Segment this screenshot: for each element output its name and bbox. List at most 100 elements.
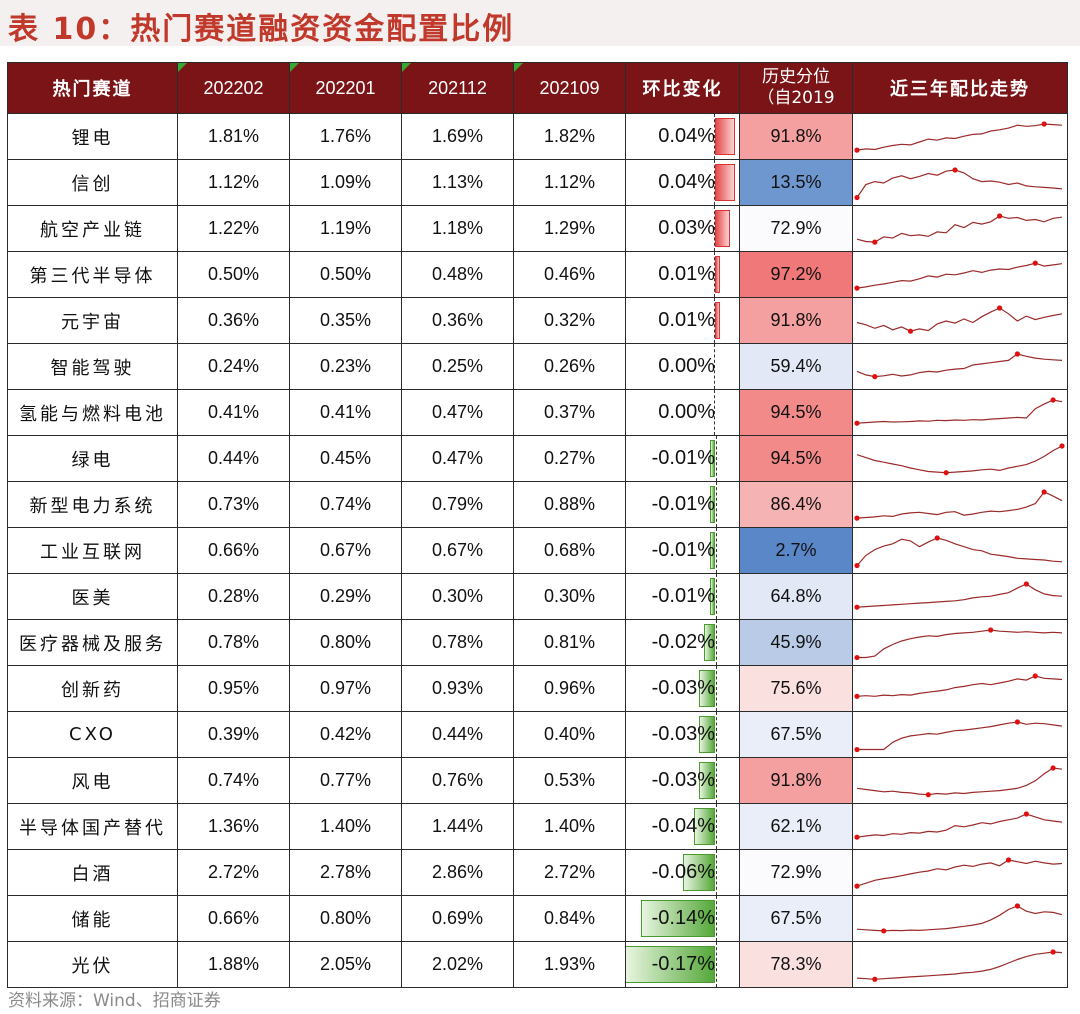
change-value: -0.17% <box>651 953 715 975</box>
table-row: 医美 0.28% 0.29% 0.30% 0.30% -0.01% 64.8% <box>7 573 1068 620</box>
row-name: 半导体国产替代 <box>7 803 178 850</box>
sparkline-svg <box>854 857 1063 889</box>
table-row: 储能 0.66% 0.80% 0.69% 0.84% -0.14% 67.5% <box>7 895 1068 942</box>
sparkline-min-marker <box>881 928 887 934</box>
row-name: 风电 <box>7 757 178 804</box>
change-cell: -0.17% <box>625 941 740 988</box>
table-row: 绿电 0.44% 0.45% 0.47% 0.27% -0.01% 94.5% <box>7 435 1068 482</box>
change-axis <box>716 942 717 987</box>
sparkline-max-marker <box>952 167 958 173</box>
sparkline-min-marker <box>943 470 949 476</box>
comment-marker <box>402 63 411 72</box>
allocation-table: 热门赛道 202202 202201 202112 202109 环比变化 历史… <box>7 62 1068 988</box>
row-name: 白酒 <box>7 849 178 896</box>
sparkline-min-marker <box>907 328 914 334</box>
sparkline-max-marker <box>1014 903 1021 909</box>
sparkline-min-marker <box>854 834 860 840</box>
trend-sparkline <box>852 619 1068 666</box>
value-202109: 0.27% <box>513 435 626 482</box>
sparkline-line <box>856 399 1063 424</box>
value-202201: 1.40% <box>289 803 402 850</box>
change-value: 0.00% <box>658 355 715 377</box>
trend-sparkline <box>852 113 1068 160</box>
value-202201: 0.23% <box>289 343 402 390</box>
change-value: -0.04% <box>651 815 715 837</box>
value-202112: 2.86% <box>401 849 514 896</box>
trend-sparkline <box>852 711 1068 758</box>
value-202202: 0.24% <box>177 343 290 390</box>
table-row: 半导体国产替代 1.36% 1.40% 1.44% 1.40% -0.04% 62.1% <box>7 803 1068 850</box>
table-row: 第三代半导体 0.50% 0.50% 0.48% 0.46% 0.01% 97.2% <box>7 251 1068 298</box>
sparkline-line <box>856 262 1063 289</box>
sparkline-svg <box>854 719 1063 753</box>
trend-sparkline <box>852 251 1068 298</box>
header-202202: 202202 <box>177 62 290 114</box>
change-axis <box>716 482 717 527</box>
row-name: 元宇宙 <box>7 297 178 344</box>
change-cell: 0.00% <box>625 343 740 390</box>
sparkline-max-marker <box>1050 765 1056 771</box>
table-row: 光伏 1.88% 2.05% 2.02% 1.93% -0.17% 78.3% <box>7 941 1068 988</box>
sparkline-svg <box>856 351 1063 380</box>
sparkline-max-marker <box>1023 581 1029 587</box>
sparkline-svg <box>856 443 1065 476</box>
value-202112: 1.13% <box>401 159 514 206</box>
change-bar-negative <box>699 670 715 707</box>
change-cell: 0.00% <box>625 389 740 436</box>
sparkline-svg <box>854 811 1063 840</box>
change-cell: -0.01% <box>625 481 740 528</box>
value-202109: 0.81% <box>513 619 626 666</box>
change-axis <box>716 528 717 573</box>
trend-sparkline <box>852 573 1068 620</box>
change-cell: -0.06% <box>625 849 740 896</box>
row-name: 智能驾驶 <box>7 343 178 390</box>
sparkline-line <box>856 307 1063 332</box>
trend-sparkline <box>852 665 1068 712</box>
value-202202: 0.74% <box>177 757 290 804</box>
value-202201: 0.80% <box>289 619 402 666</box>
trend-sparkline <box>852 343 1068 390</box>
value-202202: 0.66% <box>177 527 290 574</box>
row-name: 锂电 <box>7 113 178 160</box>
change-axis <box>716 850 717 895</box>
trend-sparkline <box>852 297 1068 344</box>
value-202202: 0.50% <box>177 251 290 298</box>
value-202112: 2.02% <box>401 941 514 988</box>
table-row: 元宇宙 0.36% 0.35% 0.36% 0.32% 0.01% 91.8% <box>7 297 1068 344</box>
history-percentile: 13.5% <box>739 159 853 206</box>
value-202202: 1.12% <box>177 159 290 206</box>
change-axis <box>714 344 715 389</box>
change-bar-negative <box>710 486 715 523</box>
sparkline-svg <box>856 949 1063 982</box>
table-row: CXO 0.39% 0.42% 0.44% 0.40% -0.03% 67.5% <box>7 711 1068 758</box>
trend-sparkline <box>852 435 1068 482</box>
sparkline-max-marker <box>1059 443 1065 449</box>
sparkline-max-marker <box>1014 351 1021 357</box>
sparkline-line <box>856 675 1063 697</box>
row-name: 医疗器械及服务 <box>7 619 178 666</box>
change-axis <box>714 206 715 251</box>
value-202201: 0.42% <box>289 711 402 758</box>
change-axis <box>716 804 717 849</box>
value-202112: 1.69% <box>401 113 514 160</box>
comment-marker <box>290 63 299 72</box>
value-202112: 0.93% <box>401 665 514 712</box>
change-axis <box>714 114 715 159</box>
value-202201: 2.78% <box>289 849 402 896</box>
sparkline-svg <box>854 121 1063 153</box>
value-202112: 0.76% <box>401 757 514 804</box>
sparkline-line <box>856 169 1063 198</box>
value-202112: 0.30% <box>401 573 514 620</box>
value-202112: 0.79% <box>401 481 514 528</box>
sparkline-line <box>856 123 1063 151</box>
value-202202: 0.36% <box>177 297 290 344</box>
sparkline-max-marker <box>1050 949 1056 955</box>
sparkline-max-marker <box>1041 489 1047 495</box>
value-202109: 1.40% <box>513 803 626 850</box>
row-name: 绿电 <box>7 435 178 482</box>
change-value: -0.06% <box>651 861 715 883</box>
value-202112: 1.44% <box>401 803 514 850</box>
change-axis <box>714 160 715 205</box>
sparkline-min-marker <box>854 147 860 153</box>
sparkline-min-marker <box>925 792 931 798</box>
